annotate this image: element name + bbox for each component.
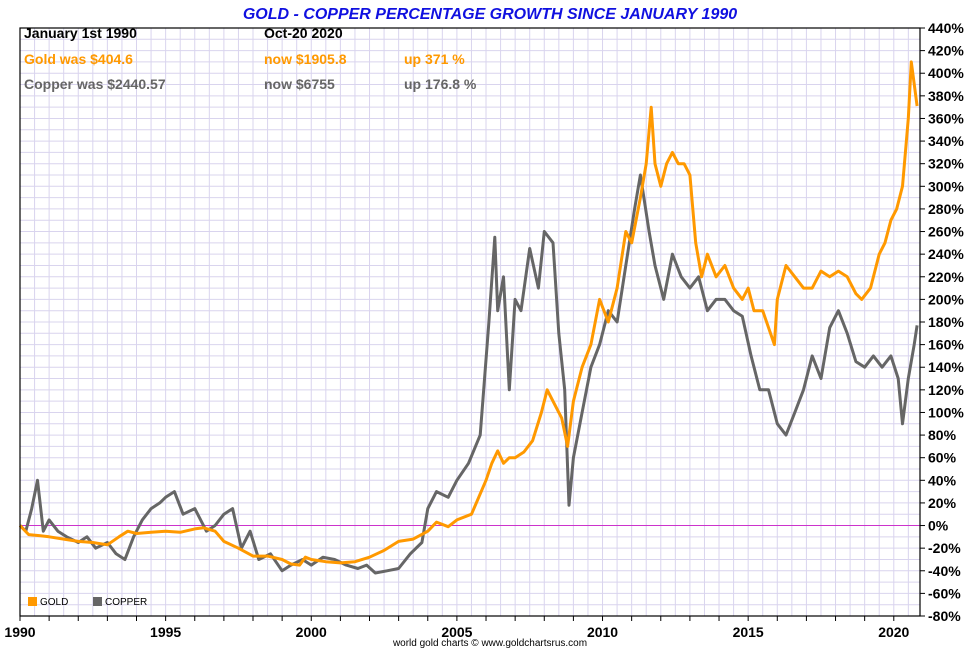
- y-tick-label: -60%: [928, 585, 961, 601]
- y-tick-label: 100%: [928, 404, 964, 420]
- copper-current-price: now $6755: [264, 76, 335, 92]
- y-tick-label: 420%: [928, 43, 964, 59]
- x-tick-label: 2000: [296, 624, 327, 640]
- legend-gold-label: GOLD: [40, 597, 68, 608]
- y-tick-label: 0%: [928, 518, 949, 534]
- y-tick-label: -80%: [928, 608, 961, 624]
- gold-start-price: Gold was $404.6: [24, 51, 133, 67]
- y-tick-label: 140%: [928, 359, 964, 375]
- series-layer: [18, 60, 919, 575]
- y-tick-label: 60%: [928, 450, 957, 466]
- y-tick-label: 360%: [928, 110, 964, 126]
- y-tick-label: 40%: [928, 472, 957, 488]
- tick-marks: [19, 27, 925, 621]
- y-tick-label: 180%: [928, 314, 964, 330]
- legend-copper-label: COPPER: [105, 597, 147, 608]
- y-tick-label: 400%: [928, 65, 964, 81]
- x-tick-label: 1990: [4, 624, 35, 640]
- x-axis-labels: 1990 1995 2000 2005 2010 2015 2020: [4, 624, 909, 640]
- y-tick-label: 380%: [928, 88, 964, 104]
- chart-title: GOLD - COPPER PERCENTAGE GROWTH SINCE JA…: [243, 6, 737, 23]
- y-tick-label: 260%: [928, 224, 964, 240]
- y-tick-label: 340%: [928, 133, 964, 149]
- gold-current-price: now $1905.8: [264, 51, 347, 67]
- gold-change: up 371 %: [404, 51, 465, 67]
- y-axis-labels: 440% 420% 400% 380% 360% 340% 320% 300% 280% 260%…: [928, 20, 964, 624]
- y-tick-label: -40%: [928, 563, 961, 579]
- copper-change: up 176.8 %: [404, 76, 477, 92]
- y-tick-label: 320%: [928, 156, 964, 172]
- x-tick-label: 2015: [733, 624, 764, 640]
- x-tick-label: 1995: [150, 624, 181, 640]
- y-tick-label: 20%: [928, 495, 957, 511]
- y-tick-label: 300%: [928, 178, 964, 194]
- legend-copper-swatch: [93, 597, 102, 606]
- y-tick-label: 160%: [928, 337, 964, 353]
- info-date: Oct-20 2020: [264, 25, 343, 41]
- y-tick-label: 120%: [928, 382, 964, 398]
- y-tick-label: 200%: [928, 291, 964, 307]
- y-tick-label: 80%: [928, 427, 957, 443]
- y-tick-label: -20%: [928, 540, 961, 556]
- y-tick-label: 220%: [928, 269, 964, 285]
- info-start-label: January 1st 1990: [24, 25, 137, 41]
- y-tick-label: 280%: [928, 201, 964, 217]
- x-tick-label: 2005: [441, 624, 472, 640]
- legend: GOLD COPPER: [28, 597, 147, 608]
- copper-start-price: Copper was $2440.57: [24, 76, 166, 92]
- x-tick-label: 2020: [878, 624, 909, 640]
- y-tick-label: 440%: [928, 20, 964, 36]
- series-line-gold: [18, 60, 919, 567]
- x-tick-label: 2010: [587, 624, 618, 640]
- y-tick-label: 240%: [928, 246, 964, 262]
- info-block: January 1st 1990 Oct-20 2020 Gold was $4…: [24, 25, 477, 92]
- series-line-copper: [18, 173, 919, 575]
- credit-text: world gold charts © www.goldchartsrus.co…: [392, 638, 587, 649]
- legend-gold-swatch: [28, 597, 37, 606]
